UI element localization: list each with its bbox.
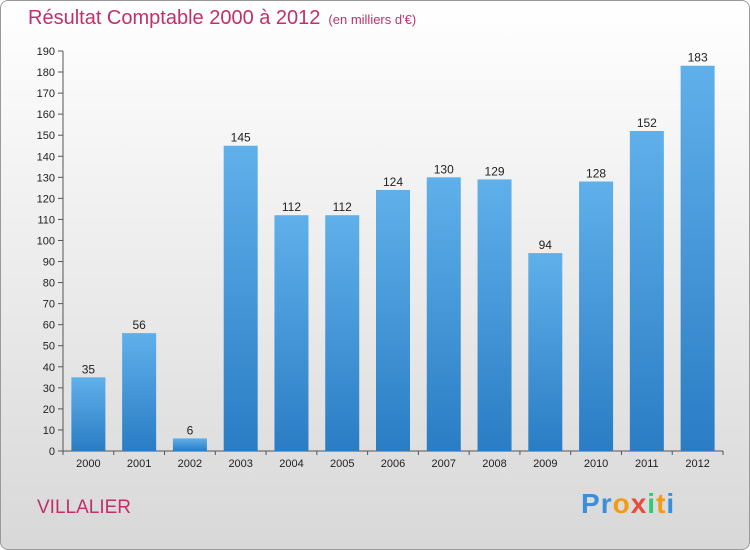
y-tick-label: 170 — [37, 88, 55, 100]
data-label: 112 — [333, 200, 352, 214]
commune-name: VILLALIER — [37, 497, 131, 518]
y-tick-label: 50 — [43, 341, 55, 353]
data-label: 128 — [586, 167, 606, 181]
logo-letter: o — [612, 488, 631, 519]
y-tick-label: 20 — [43, 404, 55, 416]
y-tick-label: 90 — [43, 257, 55, 269]
x-tick-label: 2007 — [432, 458, 456, 470]
chart-subtitle: (en milliers d'€) — [328, 12, 417, 27]
chart-title: Résultat Comptable 2000 à 2012 (en millie… — [28, 7, 416, 30]
y-tick-label: 0 — [49, 446, 55, 458]
x-tick-label: 2011 — [635, 458, 659, 470]
bar — [629, 131, 664, 451]
x-tick-label: 2012 — [685, 458, 709, 470]
bar — [426, 177, 461, 451]
bar — [477, 179, 512, 451]
bar — [376, 189, 410, 451]
logo-letter: t — [656, 488, 667, 519]
y-tick-label: 10 — [43, 425, 55, 437]
y-tick-label: 150 — [37, 130, 55, 142]
data-label: 56 — [132, 318, 146, 332]
bar — [122, 333, 157, 451]
y-tick-label: 120 — [37, 193, 55, 205]
x-tick-label: 2009 — [533, 458, 557, 470]
y-tick-label: 190 — [37, 46, 55, 58]
logo-letter: x — [630, 488, 648, 519]
y-tick-label: 40 — [43, 362, 55, 374]
logo-letter: i — [666, 488, 676, 519]
x-tick-label: 2002 — [178, 458, 202, 470]
x-tick-label: 2006 — [381, 458, 405, 470]
bar — [172, 438, 207, 451]
bar — [579, 181, 614, 452]
data-label: 112 — [282, 200, 301, 214]
y-tick-label: 110 — [37, 214, 55, 226]
bar — [680, 65, 715, 451]
x-tick-label: 2001 — [127, 458, 151, 470]
logo-letter: r — [600, 488, 613, 519]
data-label: 129 — [485, 164, 505, 178]
y-tick-label: 160 — [37, 109, 55, 121]
data-label: 94 — [539, 238, 553, 252]
bar — [528, 253, 563, 451]
y-tick-label: 140 — [37, 151, 55, 163]
bar — [71, 377, 106, 451]
x-tick-label: 2008 — [482, 458, 506, 470]
data-label: 183 — [688, 51, 708, 65]
proxiti-logo: Proxiti — [581, 488, 675, 520]
title-text: Résultat Comptable 2000 à 2012 — [28, 7, 321, 29]
y-tick-label: 130 — [37, 172, 55, 184]
bar — [325, 215, 360, 451]
data-label: 124 — [383, 175, 403, 189]
data-label: 152 — [637, 116, 657, 130]
x-tick-label: 2003 — [228, 458, 252, 470]
data-label: 130 — [434, 162, 454, 176]
x-tick-label: 2010 — [584, 458, 608, 470]
bar — [223, 145, 258, 451]
logo-letter: P — [581, 488, 601, 519]
y-tick-label: 180 — [37, 67, 55, 79]
y-tick-label: 70 — [43, 299, 55, 311]
data-label: 35 — [82, 362, 96, 376]
y-tick-label: 60 — [43, 320, 55, 332]
bar — [274, 215, 309, 451]
y-tick-label: 100 — [37, 235, 55, 247]
data-label: 6 — [187, 423, 194, 437]
x-tick-label: 2005 — [330, 458, 354, 470]
data-label: 145 — [231, 131, 251, 145]
y-tick-label: 30 — [43, 383, 55, 395]
logo-letter: i — [647, 488, 657, 519]
x-tick-label: 2000 — [76, 458, 100, 470]
y-tick-label: 80 — [43, 278, 55, 290]
x-tick-label: 2004 — [279, 458, 303, 470]
